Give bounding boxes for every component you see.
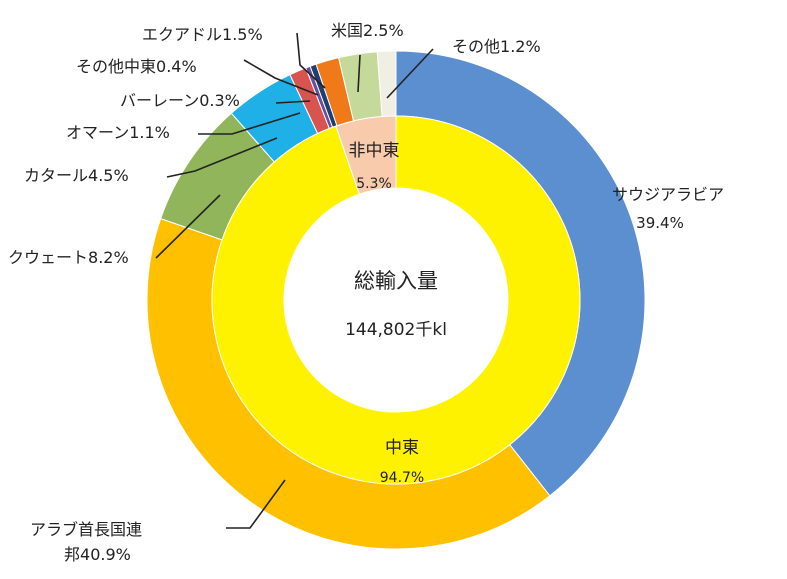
label-saudi-arabia: サウジアラビア (612, 185, 724, 204)
center-hole (284, 188, 508, 412)
leader-line-usa (357, 54, 361, 93)
label-ecuador: エクアドル1.5% (142, 25, 263, 44)
inner-ring (211, 115, 581, 485)
leader-line-kuwait (155, 194, 221, 259)
value-kuwait: 8.2% (88, 248, 129, 267)
leader-line-ecuador (296, 32, 326, 89)
center-title: 総輸入量 (354, 269, 438, 293)
inner-label-middle-east: 中東 (385, 438, 419, 458)
value-qatar: 4.5% (88, 166, 129, 185)
leader-line-qatar (166, 137, 278, 178)
leader-line-oman (198, 112, 301, 135)
value-bahrain: 0.3% (199, 91, 240, 110)
value-ecuador: 1.5% (222, 25, 263, 44)
label-others: その他1.2% (452, 37, 541, 56)
label-qatar: カタール4.5% (24, 166, 129, 185)
center-value: 144,802千kl (345, 320, 447, 340)
leader-lines (155, 32, 434, 529)
label-kuwait: クウェート8.2% (8, 248, 129, 267)
leader-line-other-middle-east (243, 59, 319, 96)
value-usa: 2.5% (363, 21, 404, 40)
leader-line-uae (226, 479, 286, 529)
value-uae: 40.9% (80, 545, 131, 564)
label-usa: 米国2.5% (331, 21, 404, 40)
outer-ring (146, 50, 646, 550)
leader-line-bahrain (275, 100, 311, 104)
value-others: 1.2% (500, 37, 541, 56)
label-uae-line2: 邦40.9% (64, 545, 131, 564)
label-other-middle-east: その他中東0.4% (76, 57, 197, 76)
label-uae-line1: アラブ首長国連 (30, 520, 142, 539)
value-saudi-arabia: 39.4% (636, 214, 684, 232)
value-oman: 1.1% (129, 123, 170, 142)
leader-line-others (386, 48, 434, 99)
inner-label-non-middle-east: 非中東 (349, 141, 400, 161)
value-other-middle-east: 0.4% (156, 57, 197, 76)
label-bahrain: バーレーン0.3% (120, 91, 240, 110)
inner-value-middle-east: 94.7% (380, 470, 424, 486)
inner-value-non-middle-east: 5.3% (356, 176, 392, 192)
label-oman: オマーン1.1% (66, 123, 170, 142)
